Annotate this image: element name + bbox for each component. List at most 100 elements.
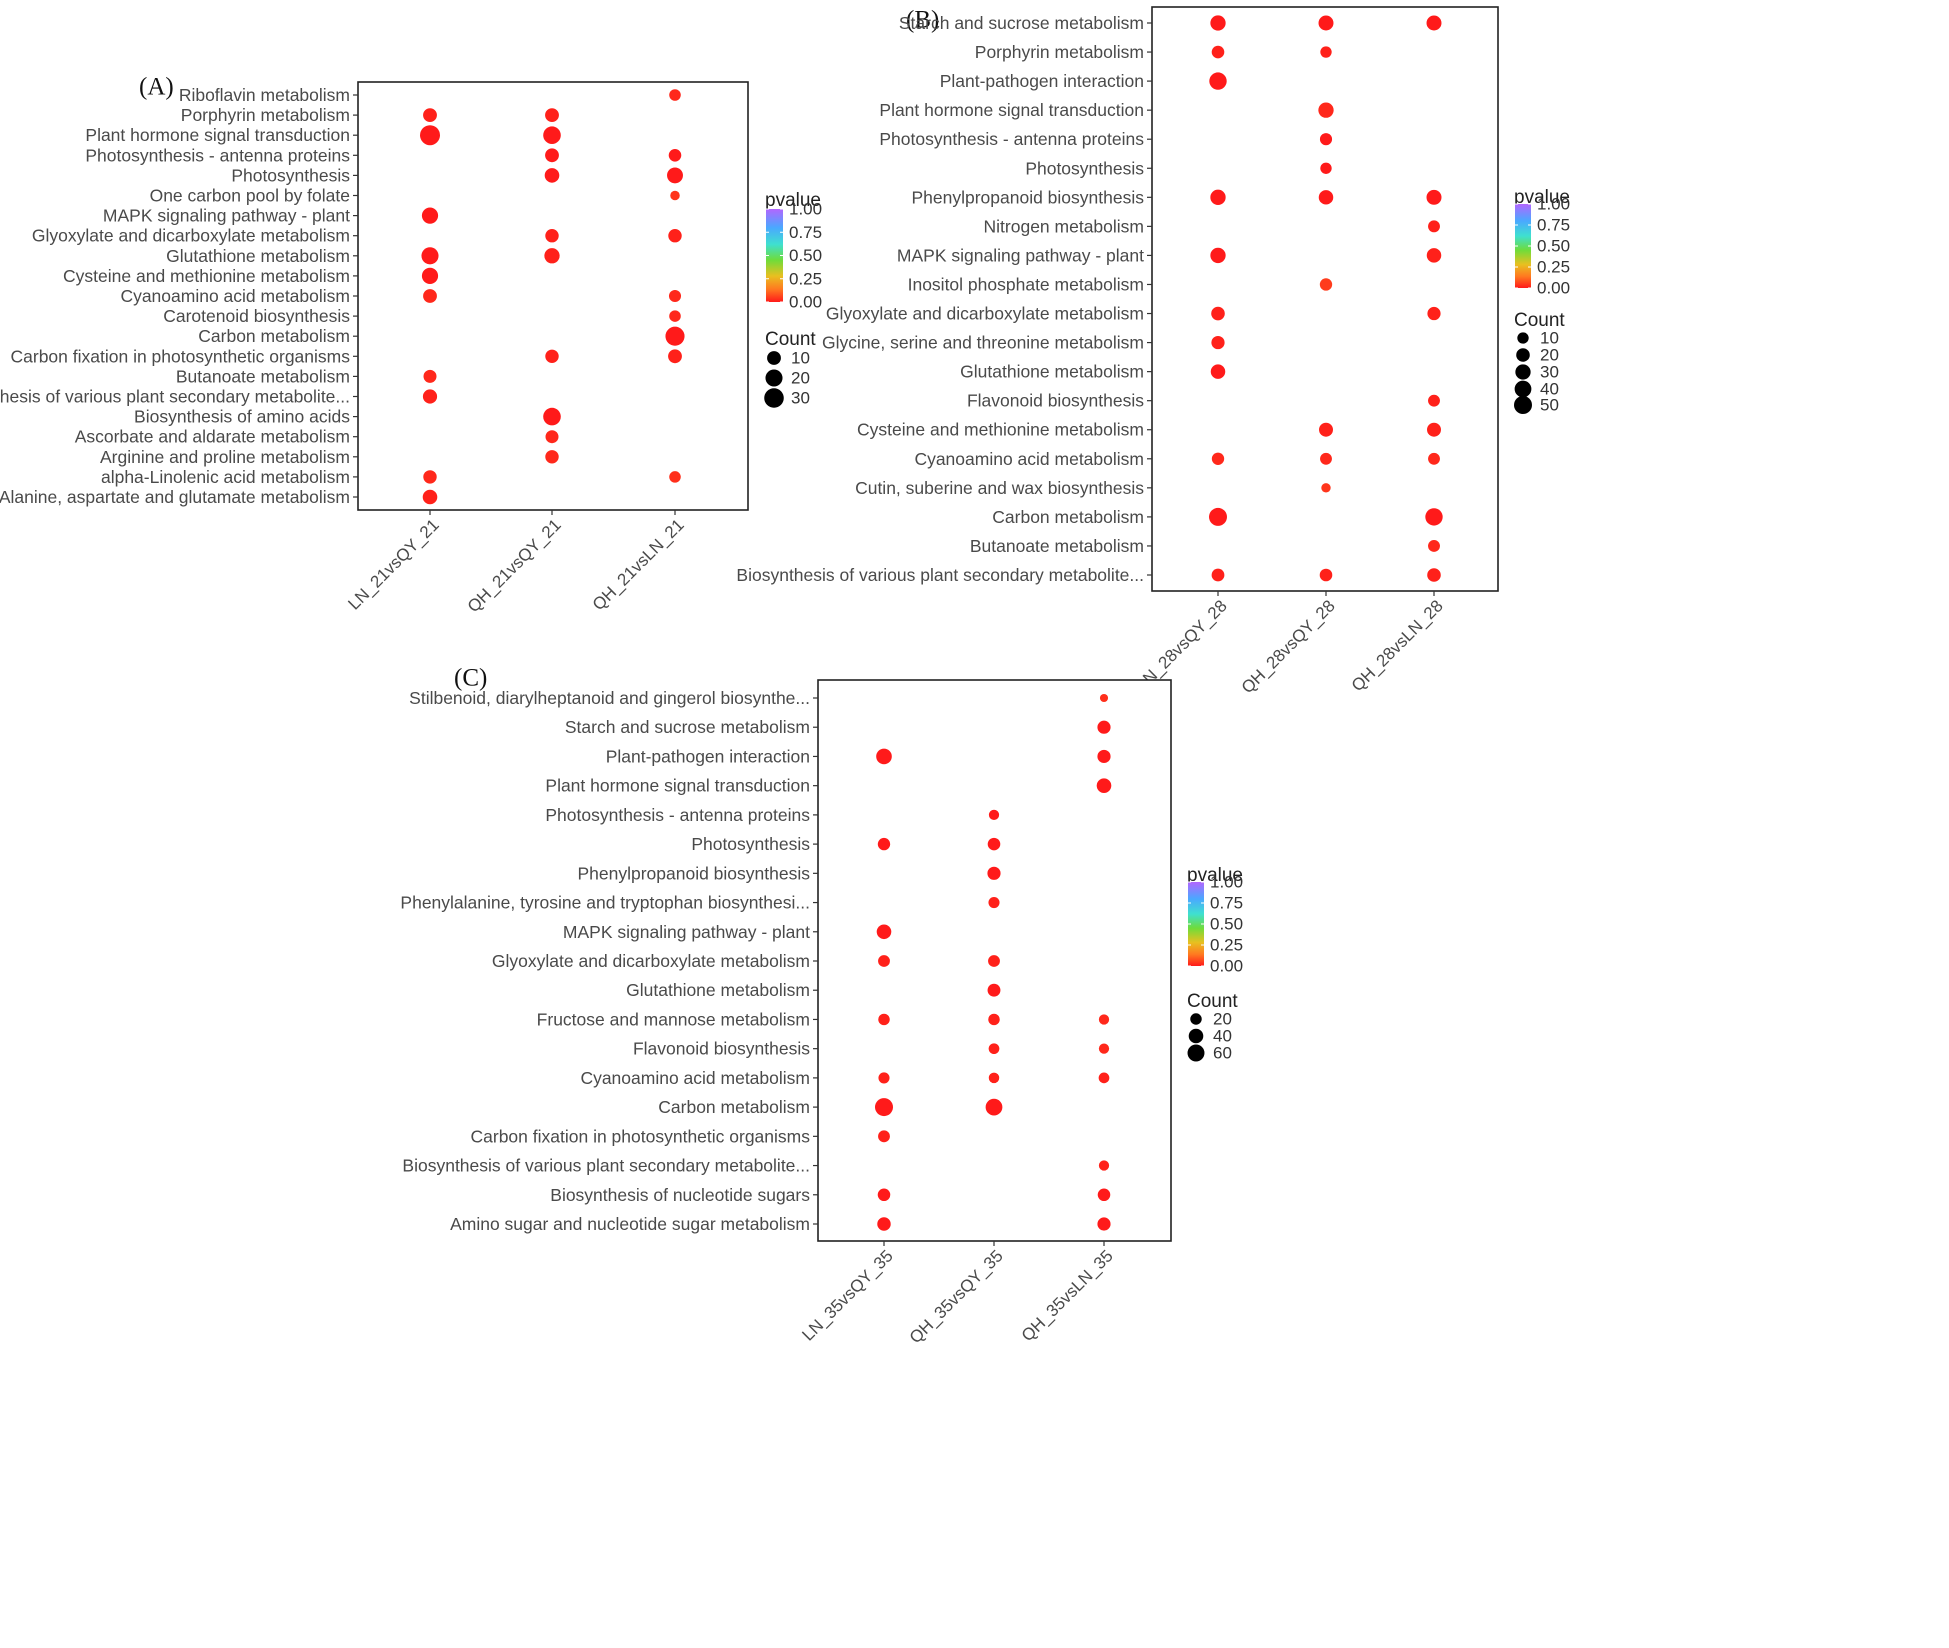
data-point [1211, 45, 1225, 59]
data-point [544, 168, 560, 183]
y-tick-label: Cyanoamino acid metabolism [580, 1068, 810, 1088]
data-point [987, 837, 1001, 851]
size-legend-dot [1190, 1013, 1202, 1025]
data-point [1428, 220, 1440, 233]
y-tick-label: MAPK signaling pathway - plant [563, 922, 810, 942]
size-legend-label: 30 [791, 389, 810, 408]
data-point [668, 289, 682, 303]
dotplot-panel-b: (B)Starch and sucrose metabolism Porphyri… [736, 6, 1570, 697]
colorbar-tick-label: 0.75 [1537, 216, 1570, 235]
y-tick-label: Porphyrin metabolism [181, 105, 350, 125]
size-legend-dot [765, 369, 783, 387]
colorbar-tick-label: 1.00 [789, 200, 822, 219]
y-tick-label: Arginine and proline metabolism [100, 447, 350, 467]
colorbar-tick-label: 0.00 [1210, 957, 1243, 976]
y-tick-label: Photosynthesis [1025, 158, 1144, 178]
data-point [1321, 483, 1331, 493]
size-legend-label: 10 [791, 349, 810, 368]
x-tick-label: QH_35vsLN_35 [1018, 1246, 1117, 1345]
data-point [1210, 189, 1226, 205]
data-point [1098, 1014, 1110, 1025]
x-tick-label: QH_28vsQY_28 [1238, 596, 1339, 697]
y-tick-label: Flavonoid biosynthesis [967, 391, 1144, 411]
legend-title-count: Count [1514, 310, 1565, 331]
data-point [1210, 364, 1226, 379]
data-point [545, 450, 559, 464]
data-point [545, 108, 559, 123]
data-point [1426, 248, 1442, 263]
colorbar-tick-label: 1.00 [1210, 873, 1243, 892]
size-legend-label: 50 [1540, 396, 1559, 415]
data-point [988, 1013, 1000, 1026]
y-tick-label: Glycine, serine and threonine metabolism [822, 333, 1144, 353]
data-point [1318, 15, 1334, 31]
y-tick-label: Butanoate metabolism [970, 536, 1144, 556]
data-point [668, 149, 682, 162]
data-point [423, 289, 437, 303]
y-tick-label: Photosynthesis [691, 834, 810, 854]
y-tick-label: Biosynthesis of various plant secondary … [0, 387, 350, 407]
y-tick-label: Amino sugar and nucleotide sugar metabol… [450, 1214, 810, 1234]
data-point [877, 1217, 891, 1231]
data-point [1318, 102, 1334, 118]
data-point [1098, 1043, 1110, 1054]
data-point [1426, 189, 1442, 205]
y-tick-label: Glyoxylate and dicarboxylate metabolism [32, 226, 350, 246]
data-point [545, 430, 559, 444]
y-tick-label: One carbon pool by folate [150, 186, 350, 206]
y-tick-label: Phenylpropanoid biosynthesis [911, 187, 1144, 207]
data-point [422, 389, 438, 404]
data-point [1099, 693, 1109, 703]
y-tick-label: Carbon metabolism [992, 507, 1144, 527]
panel-label: (C) [454, 665, 487, 692]
y-tick-label: Riboflavin metabolism [179, 85, 350, 105]
data-point [988, 809, 1000, 821]
dotplot-panel-c: (C)Stilbenoid, diarylheptanoid and ginge… [400, 665, 1243, 1348]
size-legend-dot [1514, 396, 1532, 414]
size-legend-dot [764, 388, 784, 408]
size-legend-label: 20 [1540, 346, 1559, 365]
y-tick-label: Carbon metabolism [658, 1097, 810, 1117]
y-tick-label: Photosynthesis [231, 165, 350, 185]
y-tick-label: Carbon fixation in photosynthetic organi… [471, 1126, 811, 1146]
y-tick-label: Carbon metabolism [198, 326, 350, 346]
data-point [987, 866, 1001, 880]
y-tick-label: Biosynthesis of various plant secondary … [402, 1156, 810, 1176]
data-point [543, 407, 561, 426]
y-tick-label: Plant hormone signal transduction [879, 100, 1144, 120]
data-point [1097, 720, 1111, 734]
y-tick-label: Starch and sucrose metabolism [565, 717, 810, 737]
y-tick-label: Plant hormone signal transduction [85, 125, 350, 145]
data-point [423, 470, 437, 484]
data-point [988, 955, 1000, 967]
data-point [877, 1188, 891, 1202]
x-tick-label: QH_21vsLN_21 [589, 515, 688, 614]
colorbar-tick-label: 0.00 [1537, 279, 1570, 298]
legend-title-pvalue: pvalue [765, 190, 821, 211]
data-point [669, 310, 681, 322]
x-tick-label: QH_35vsQY_35 [906, 1246, 1007, 1347]
size-legend-label: 20 [791, 369, 810, 388]
size-legend-dot [1187, 1044, 1205, 1062]
size-legend-dot [1188, 1028, 1204, 1044]
data-point [1210, 15, 1226, 31]
colorbar-tick-label: 0.25 [789, 269, 822, 288]
colorbar-tick-label: 0.50 [1210, 915, 1243, 934]
data-point [878, 1130, 890, 1143]
x-tick-label: LN_35vsQY_35 [798, 1246, 896, 1344]
y-tick-label: Alanine, aspartate and glutamate metabol… [0, 487, 350, 507]
y-tick-label: Glutathione metabolism [166, 246, 350, 266]
data-point [669, 471, 681, 483]
data-point [1097, 1188, 1111, 1202]
panel-label: (A) [139, 74, 174, 101]
colorbar-tick-label: 0.00 [789, 293, 822, 312]
size-legend-dot [1515, 364, 1531, 380]
data-point [1211, 306, 1225, 321]
y-tick-label: Plant-pathogen interaction [940, 71, 1144, 91]
legend-title-pvalue: pvalue [1514, 187, 1570, 208]
y-tick-label: Phenylalanine, tyrosine and tryptophan b… [400, 893, 810, 913]
y-tick-label: Cysteine and methionine metabolism [63, 266, 350, 286]
colorbar-tick-label: 1.00 [1537, 195, 1570, 214]
y-tick-label: Cyanoamino acid metabolism [914, 449, 1144, 469]
